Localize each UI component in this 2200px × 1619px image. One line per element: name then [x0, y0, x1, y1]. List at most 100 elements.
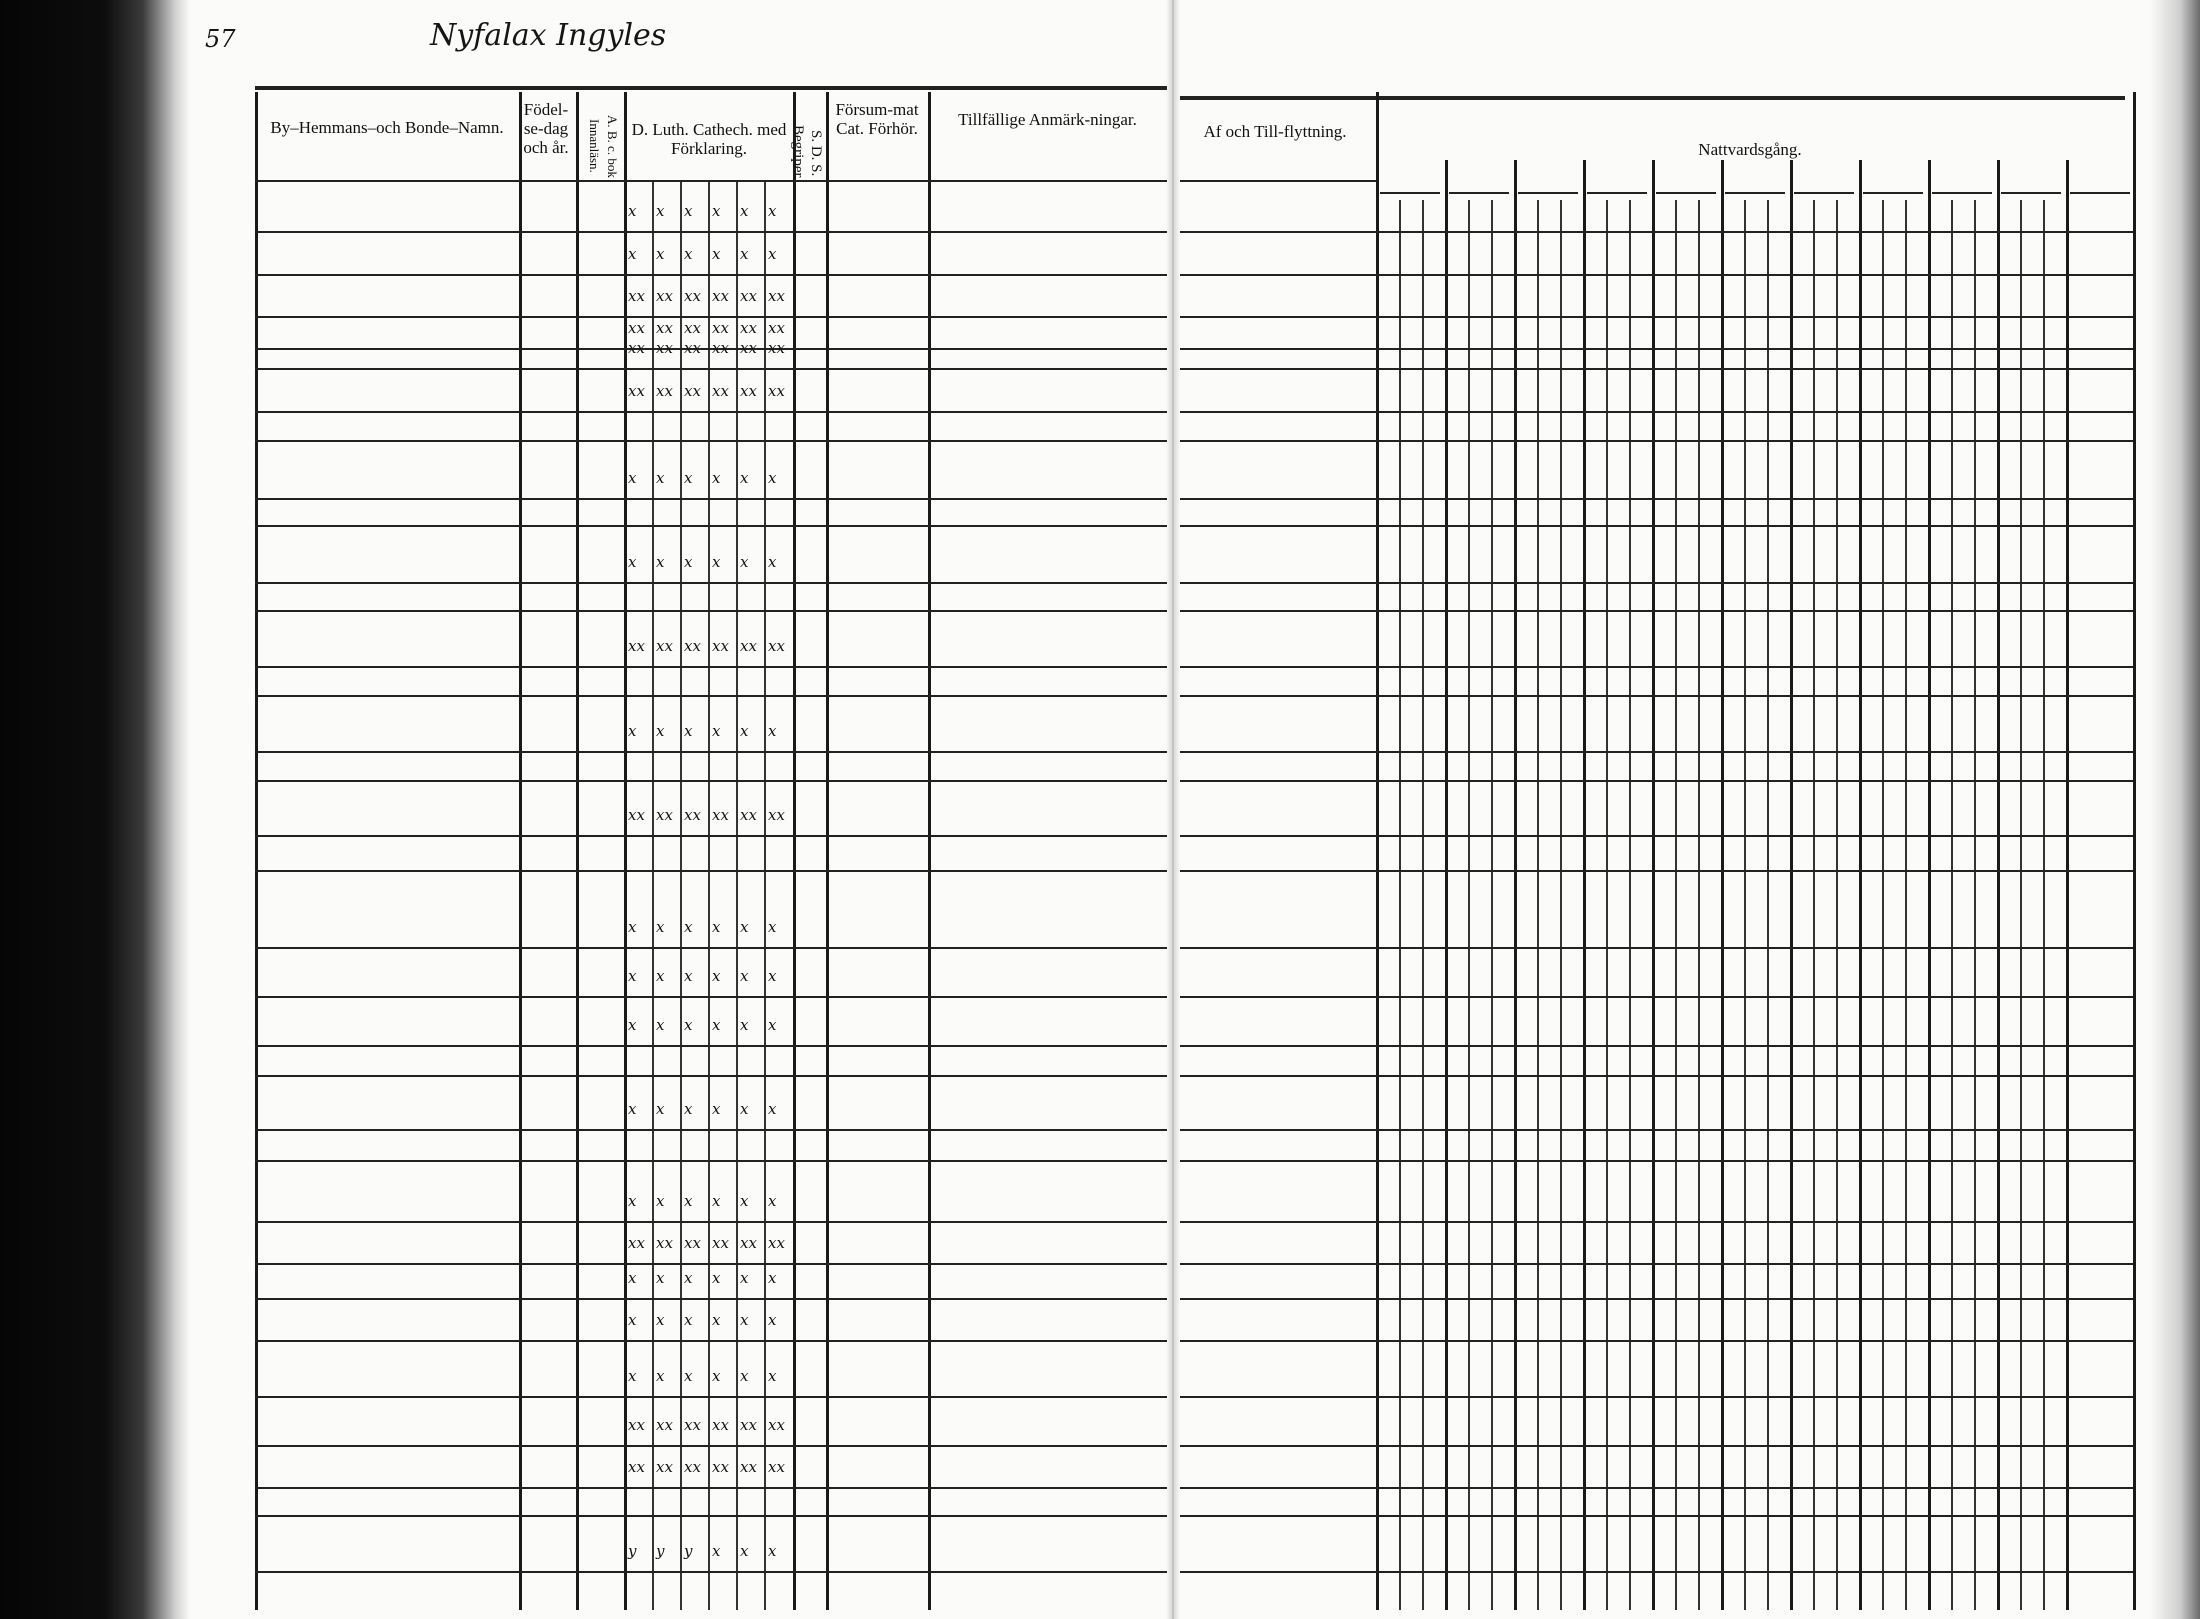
catechism-mark: xx: [656, 339, 673, 357]
catechism-mark: x: [740, 1367, 749, 1385]
blank-row-rule: [255, 1515, 1167, 1517]
catechism-mark: xx: [628, 806, 645, 824]
catechism-mark: xx: [712, 287, 729, 305]
catechism-mark: xx: [628, 637, 645, 655]
catechism-mark: x: [768, 967, 777, 985]
blank-row-rule: [255, 440, 1167, 442]
catechism-mark: x: [628, 1016, 637, 1034]
year-subcolumn-line: [1744, 200, 1746, 1610]
catechism-mark: xx: [712, 637, 729, 655]
row-rule: [255, 996, 1167, 998]
row-rule: [255, 582, 1167, 584]
catechism-mark: x: [628, 553, 637, 571]
year-subcolumn-line: [1836, 200, 1838, 1610]
catechism-mark: xx: [768, 637, 785, 655]
catechism-mark: x: [628, 1100, 637, 1118]
catechism-mark: x: [656, 1269, 665, 1287]
catechism-mark: xx: [740, 339, 757, 357]
catechism-mark: xx: [656, 319, 673, 337]
catechism-mark: x: [628, 722, 637, 740]
catechism-mark: xx: [740, 382, 757, 400]
catechism-mark: xx: [712, 806, 729, 824]
year-underline: [1725, 192, 1785, 194]
blank-row-rule: [1180, 780, 2133, 782]
catechism-mark: x: [684, 1016, 693, 1034]
catechism-mark: y: [628, 1542, 637, 1560]
catechism-subcolumn-line: [736, 182, 738, 1610]
row-rule: [1180, 1263, 2133, 1265]
header-birth: Födel-se-dag och år.: [523, 100, 569, 157]
year-column-line: [1997, 160, 2000, 1610]
catechism-mark: x: [656, 245, 665, 263]
column-line-catechism: [624, 92, 627, 1610]
year-subcolumn-line: [1468, 200, 1470, 1610]
catechism-mark: x: [740, 722, 749, 740]
row-rule: [1180, 751, 2133, 753]
catechism-mark: xx: [740, 319, 757, 337]
blank-row-rule: [255, 870, 1167, 872]
catechism-mark: xx: [768, 382, 785, 400]
row-rule: [1180, 996, 2133, 998]
year-column-line: [1445, 160, 1448, 1610]
catechism-mark: x: [768, 1542, 777, 1560]
year-subcolumn-line: [1675, 200, 1677, 1610]
catechism-mark: x: [712, 1269, 721, 1287]
page-edge-shadow: [2150, 0, 2200, 1619]
catechism-mark: xx: [684, 806, 701, 824]
row-rule: [255, 231, 1167, 233]
year-column-line: [2066, 160, 2069, 1610]
year-underline: [1587, 192, 1647, 194]
catechism-mark: xx: [712, 339, 729, 357]
catechism-mark: x: [740, 1192, 749, 1210]
row-rule: [255, 1045, 1167, 1047]
year-underline: [1656, 192, 1716, 194]
year-column-line: [1583, 160, 1586, 1610]
catechism-mark: xx: [628, 1234, 645, 1252]
row-rule: [1180, 1045, 2133, 1047]
row-rule: [1180, 348, 2133, 350]
column-line-remarks: [928, 92, 931, 1610]
year-subcolumn-line: [2043, 200, 2045, 1610]
column-line-name: [255, 92, 258, 1610]
catechism-mark: xx: [684, 319, 701, 337]
catechism-mark: x: [684, 722, 693, 740]
catechism-mark: x: [656, 1367, 665, 1385]
column-line-communion-end: [2133, 92, 2136, 1610]
catechism-mark: xx: [628, 382, 645, 400]
catechism-mark: xx: [684, 382, 701, 400]
catechism-subcolumn-line: [764, 182, 766, 1610]
blank-row-rule: [255, 610, 1167, 612]
blank-row-rule: [1180, 1160, 2133, 1162]
catechism-mark: xx: [656, 382, 673, 400]
header-top-rule-right: [1180, 96, 2125, 100]
catechism-mark: x: [684, 1192, 693, 1210]
catechism-mark: x: [768, 1016, 777, 1034]
catechism-mark: x: [684, 1269, 693, 1287]
row-rule: [1180, 947, 2133, 949]
catechism-mark: x: [656, 469, 665, 487]
catechism-mark: x: [684, 1100, 693, 1118]
blank-row-rule: [1180, 1515, 2133, 1517]
catechism-mark: x: [656, 1016, 665, 1034]
catechism-mark: x: [768, 245, 777, 263]
row-rule: [255, 751, 1167, 753]
row-rule: [255, 1396, 1167, 1398]
catechism-mark: x: [768, 1192, 777, 1210]
catechism-mark: xx: [656, 1234, 673, 1252]
header-bottom-rule: [255, 180, 1167, 182]
catechism-mark: xx: [712, 319, 729, 337]
catechism-mark: x: [768, 1311, 777, 1329]
row-rule: [255, 1487, 1167, 1489]
row-rule: [1180, 582, 2133, 584]
catechism-mark: x: [768, 1367, 777, 1385]
year-subcolumn-line: [1905, 200, 1907, 1610]
row-rule: [255, 368, 1167, 370]
row-rule: [255, 1340, 1167, 1342]
book-binding-shadow: [0, 0, 190, 1619]
catechism-mark: x: [740, 1311, 749, 1329]
row-rule: [1180, 498, 2133, 500]
header-bottom-rule: [1180, 180, 1376, 182]
blank-row-rule: [1180, 525, 2133, 527]
catechism-subcolumn-line: [680, 182, 682, 1610]
year-subcolumn-line: [1399, 200, 1401, 1610]
